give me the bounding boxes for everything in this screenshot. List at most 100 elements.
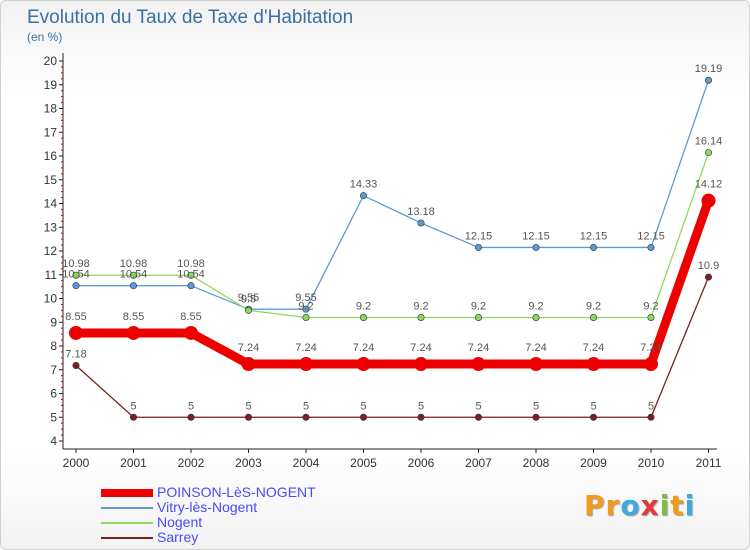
data-label: 5: [590, 400, 596, 412]
y-tick-label: 12: [44, 244, 58, 258]
data-label: 7.18: [65, 348, 86, 360]
legend-label: Nogent: [157, 514, 203, 530]
data-point: [417, 219, 425, 227]
y-tick-label: 18: [44, 102, 58, 116]
data-point: [647, 243, 655, 251]
data-point: [302, 313, 310, 321]
legend-item: Vitry-lès-Nogent: [101, 500, 316, 515]
legend-item: POINSON-LèS-NOGENT: [101, 485, 316, 500]
logo-letter: r: [605, 489, 621, 522]
y-tick-label: 10: [44, 292, 58, 306]
data-label: 7.24: [583, 342, 604, 354]
data-point: [474, 313, 482, 321]
y-tick-label: 16: [44, 149, 58, 163]
x-tick-label: 2003: [235, 456, 262, 470]
data-point: [126, 325, 141, 340]
legend: POINSON-LèS-NOGENT Vitry-lès-Nogent Nogent…: [101, 485, 316, 545]
x-tick-label: 2005: [350, 456, 377, 470]
data-label: 7.24: [640, 342, 661, 354]
data-label: 9.55: [238, 292, 259, 304]
series-line: [75, 276, 710, 418]
data-label: 14.33: [350, 179, 378, 191]
data-label: 7.24: [353, 342, 374, 354]
data-point: [187, 282, 195, 290]
data-point: [529, 357, 543, 372]
legend-swatch: [101, 488, 153, 497]
data-point: [704, 273, 712, 281]
data-point: [184, 325, 198, 340]
data-point: [359, 413, 367, 421]
data-label: 7.24: [295, 342, 316, 354]
legend-swatch: [101, 536, 153, 539]
data-point: [644, 357, 658, 372]
data-label: 16.14: [695, 136, 723, 148]
data-point: [532, 243, 540, 251]
y-tick-label: 19: [44, 78, 58, 92]
y-tick-label: 6: [50, 387, 57, 401]
data-point: [130, 271, 138, 279]
y-tick-label: 5: [50, 410, 57, 424]
y-tick-label: 11: [45, 268, 58, 282]
axes: 4 5 6 7 8 9 10 11 12 13 14 15 16 17 18 19 20 2000 2001 2002…: [44, 53, 722, 470]
legend-label: POINSON-LèS-NOGENT: [157, 484, 316, 500]
data-label: 5: [245, 400, 251, 412]
data-point: [187, 413, 195, 421]
x-tick-label: 2006: [408, 456, 435, 470]
data-point: [72, 271, 80, 279]
data-label: 5: [648, 400, 654, 412]
data-label: 12.15: [465, 230, 493, 242]
data-point: [417, 313, 425, 321]
data-label: 5: [130, 400, 136, 412]
data-label: 9.2: [528, 301, 543, 313]
x-tick-label: 2009: [580, 456, 607, 470]
x-tick-label: 2008: [523, 456, 550, 470]
logo-letter: o: [620, 489, 641, 522]
data-label: 12.15: [580, 230, 608, 242]
data-point: [130, 413, 138, 421]
data-label: 9.2: [413, 301, 428, 313]
data-point: [359, 313, 367, 321]
data-point: [589, 243, 597, 251]
data-label: 12.15: [637, 230, 665, 242]
x-tick-label: 2004: [293, 456, 320, 470]
data-label: 10.54: [62, 269, 90, 281]
series-line: [75, 79, 710, 310]
logo-letter: P: [584, 489, 606, 522]
data-point: [130, 282, 138, 290]
y-tick-label: 20: [44, 54, 58, 68]
data-point: [245, 413, 253, 421]
x-tick-label: 2000: [63, 456, 90, 470]
y-tick-label: 17: [44, 125, 58, 139]
data-point: [704, 76, 712, 84]
logo-letter: i: [659, 489, 671, 522]
proxiti-logo: Proxiti: [584, 489, 695, 522]
x-tick-label: 2011: [696, 456, 722, 470]
data-label: 10.54: [120, 269, 148, 281]
data-label: 14.12: [695, 179, 723, 191]
data-point: [69, 325, 83, 340]
data-label: 9.2: [471, 301, 486, 313]
data-label: 5: [475, 400, 481, 412]
data-point: [474, 413, 482, 421]
data-label: 7.24: [468, 342, 489, 354]
legend-swatch: [101, 521, 153, 524]
data-point: [589, 413, 597, 421]
data-point: [701, 193, 716, 208]
data-label: 5: [418, 400, 424, 412]
data-point: [414, 357, 428, 372]
data-label: 5: [188, 400, 194, 412]
x-tick-label: 2007: [465, 456, 492, 470]
data-point: [356, 357, 371, 372]
series-line: [75, 152, 710, 319]
series-line: [71, 196, 713, 369]
data-point: [302, 305, 310, 313]
x-tick-label: 2002: [178, 456, 205, 470]
data-point: [586, 357, 601, 372]
data-point: [187, 271, 195, 279]
legend-item: Sarrey: [101, 530, 316, 545]
data-point: [302, 413, 310, 421]
data-label: 5: [303, 400, 309, 412]
x-tick-label: 2001: [120, 456, 147, 470]
chart-unit: (en %): [27, 30, 63, 44]
data-label: 8.55: [123, 311, 144, 323]
